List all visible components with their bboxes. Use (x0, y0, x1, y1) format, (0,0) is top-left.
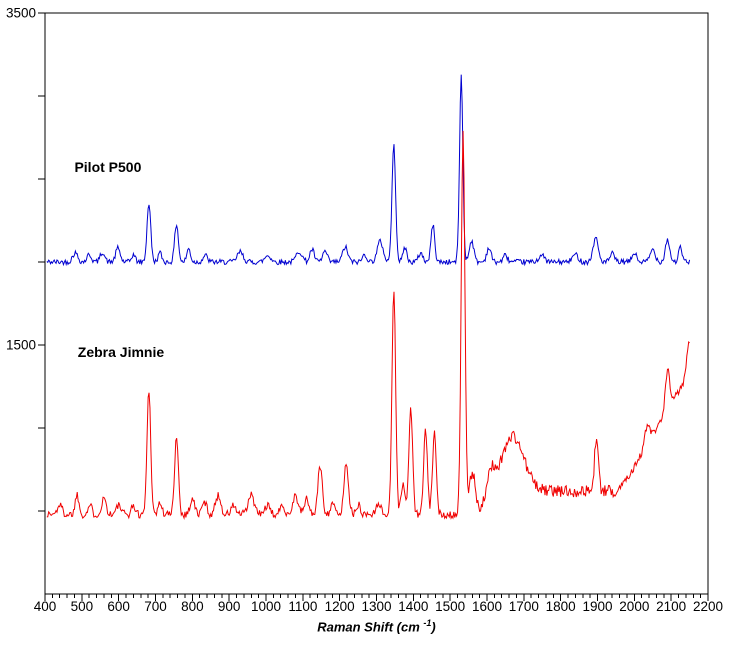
x-axis-title: Raman Shift (cm -1) (45, 618, 708, 634)
y-axis-tick-labels: 1500 3500 (6, 6, 36, 353)
series-line-pilot-p500 (46, 74, 691, 267)
x-tick-label: 700 (144, 599, 167, 614)
x-tick-label: 900 (218, 599, 241, 614)
x-tick-label: 1700 (509, 599, 539, 614)
x-tick-label: 1400 (398, 599, 428, 614)
x-axis-title-superscript: -1 (423, 618, 432, 628)
series-line-zebra-jimnie (46, 130, 690, 521)
x-axis-title-close: ) (431, 619, 436, 635)
x-axis-tick-labels: 400 500 600 700 800 900 1000 1100 1200 1300 1400 15… (34, 599, 723, 614)
y-axis-ticks (38, 12, 45, 512)
x-tick-label: 600 (107, 599, 130, 614)
x-tick-label: 1500 (435, 599, 465, 614)
x-tick-label: 800 (181, 599, 204, 614)
x-axis-ticks (44, 594, 709, 601)
y-tick-label: 3500 (6, 6, 36, 21)
x-tick-label: 2000 (619, 599, 649, 614)
x-tick-label: 1900 (582, 599, 612, 614)
x-tick-label: 2200 (693, 599, 723, 614)
series-label-zebra-jimnie: Zebra Jimnie (77, 344, 165, 361)
x-tick-label: 1200 (325, 599, 355, 614)
x-tick-label: 1600 (472, 599, 502, 614)
x-tick-label: 400 (34, 599, 57, 614)
x-tick-label: 1800 (546, 599, 576, 614)
x-tick-label: 1000 (251, 599, 281, 614)
y-tick-label: 1500 (6, 338, 36, 353)
x-tick-label: 1100 (288, 599, 317, 614)
series-label-pilot-p500: Pilot P500 (74, 159, 142, 176)
x-tick-label: 1300 (361, 599, 391, 614)
x-tick-label: 2100 (656, 599, 686, 614)
x-tick-label: 500 (71, 599, 94, 614)
x-axis-title-text: Raman Shift (cm (317, 619, 424, 635)
